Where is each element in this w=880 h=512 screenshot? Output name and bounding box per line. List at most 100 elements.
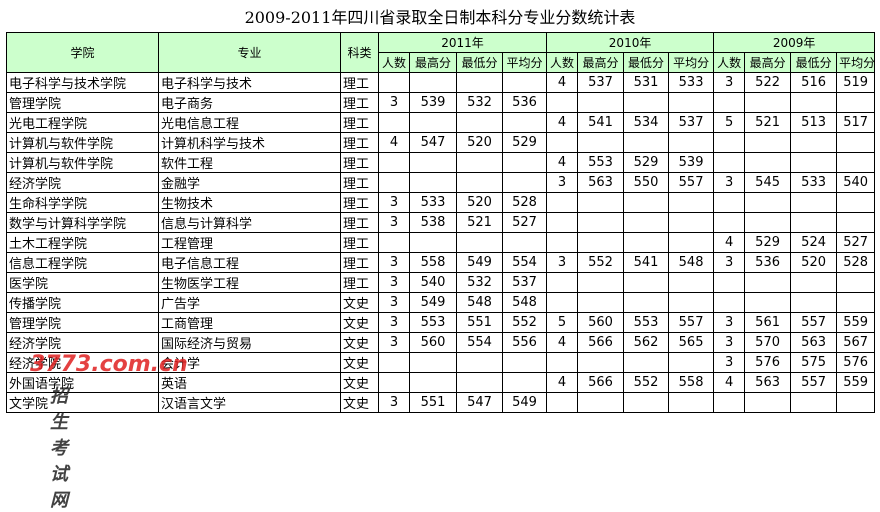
score-cell: 3 (713, 332, 746, 353)
table-row: 计算机与软件学院 计算机科学与技术 理工 4 547 520 529 (6, 132, 876, 153)
score-cell: 5 (713, 112, 746, 133)
score-cell: 562 (623, 332, 670, 353)
score-cell: 557 (668, 312, 715, 333)
score-cell: 553 (409, 312, 457, 333)
score-cell (378, 232, 410, 253)
score-cell: 4 (713, 372, 746, 393)
score-cell: 532 (456, 92, 503, 113)
score-cell (501, 232, 548, 253)
category-cell: 理工 (340, 132, 379, 153)
score-cell (668, 292, 715, 313)
score-cell: 5 (546, 312, 579, 333)
score-cell: 552 (577, 252, 625, 273)
score-cell (501, 372, 548, 393)
major-cell: 会计学 (158, 352, 341, 373)
year-header: 2009年 (713, 32, 876, 53)
score-cell: 529 (501, 132, 548, 153)
year-header: 2011年 (377, 32, 548, 53)
score-cell (378, 172, 410, 193)
score-cell (713, 272, 746, 293)
major-cell: 电子信息工程 (158, 252, 341, 273)
score-cell (623, 392, 670, 413)
score-cell: 558 (668, 372, 715, 393)
title: 2009-2011年四川省录取全日制本科分专业分数统计表 (244, 8, 636, 27)
score-cell: 540 (836, 172, 876, 193)
major-cell: 电子科学与技术 (158, 72, 341, 93)
college-cell: 计算机与软件学院 (6, 152, 159, 173)
score-cell (744, 192, 792, 213)
score-cell (577, 192, 625, 213)
college-cell: 传播学院 (6, 292, 159, 313)
score-cell (501, 152, 548, 173)
score-cell: 528 (501, 192, 548, 213)
score-cell (790, 272, 838, 293)
score-cell: 529 (623, 152, 670, 173)
score-cell (546, 392, 579, 413)
table-row: 信息工程学院 电子信息工程 理工 3 558 549 554 3 552 541 548 3 536 52… (6, 252, 876, 273)
score-cell: 519 (836, 72, 876, 93)
score-cell (713, 292, 746, 313)
score-cell: 3 (546, 172, 579, 193)
score-cell (623, 192, 670, 213)
score-cell: 537 (501, 272, 548, 293)
score-cell: 3 (378, 272, 410, 293)
score-cell: 3 (713, 352, 746, 373)
score-cell (409, 112, 457, 133)
subheader-row: 人数 最高分 最低分 平均分 人数 最高分 最低分 平均分 人数 最高分 最低分 平均分 (7, 52, 876, 73)
score-cell (668, 212, 715, 233)
score-cell: 549 (501, 392, 548, 413)
score-cell (378, 372, 410, 393)
score-cell (744, 132, 792, 153)
score-cell: 553 (577, 152, 625, 173)
score-cell (577, 212, 625, 233)
score-cell: 549 (456, 252, 503, 273)
major-cell: 金融学 (158, 172, 341, 193)
score-cell (790, 132, 838, 153)
score-cell: 549 (409, 292, 457, 313)
college-cell: 计算机与软件学院 (6, 132, 159, 153)
header-cell: 科类 (340, 32, 379, 73)
major-cell: 软件工程 (158, 152, 341, 173)
score-cell: 531 (623, 72, 670, 93)
score-cell (623, 232, 670, 253)
score-cell (577, 292, 625, 313)
score-cell (546, 232, 579, 253)
score-cell: 539 (668, 152, 715, 173)
score-cell: 4 (546, 72, 579, 93)
major-cell: 广告学 (158, 292, 341, 313)
score-cell (456, 372, 503, 393)
score-cell: 565 (668, 332, 715, 353)
category-cell: 理工 (340, 152, 379, 173)
score-cell (744, 392, 792, 413)
score-cell: 521 (744, 112, 792, 133)
score-cell (501, 172, 548, 193)
score-cell (668, 272, 715, 293)
table-row: 管理学院 工商管理 文史 3 553 551 552 5 560 553 557 3 561 557 559 (6, 312, 876, 333)
score-cell: 3 (378, 292, 410, 313)
score-cell (744, 212, 792, 233)
score-cell: 563 (744, 372, 792, 393)
table-row: 传播学院 广告学 文史 3 549 548 548 (6, 292, 876, 313)
table-row: 数学与计算科学学院 信息与计算科学 理工 3 538 521 527 (6, 212, 876, 233)
score-cell: 533 (668, 72, 715, 93)
score-cell (456, 232, 503, 253)
college-cell: 管理学院 (6, 92, 159, 113)
major-cell: 工商管理 (158, 312, 341, 333)
score-cell: 537 (668, 112, 715, 133)
score-cell (790, 212, 838, 233)
category-cell: 理工 (340, 252, 379, 273)
score-cell: 557 (668, 172, 715, 193)
score-cell: 559 (836, 372, 876, 393)
score-cell (378, 72, 410, 93)
score-cell (409, 232, 457, 253)
score-cell (713, 152, 746, 173)
score-cell: 4 (546, 112, 579, 133)
score-cell (836, 272, 876, 293)
table-row: 医学院 生物医学工程 理工 3 540 532 537 (6, 272, 876, 293)
college-cell: 土木工程学院 (6, 232, 159, 253)
score-cell: 551 (409, 392, 457, 413)
category-cell: 理工 (340, 192, 379, 213)
score-cell: 576 (744, 352, 792, 373)
score-cell (378, 112, 410, 133)
major-cell: 工程管理 (158, 232, 341, 253)
